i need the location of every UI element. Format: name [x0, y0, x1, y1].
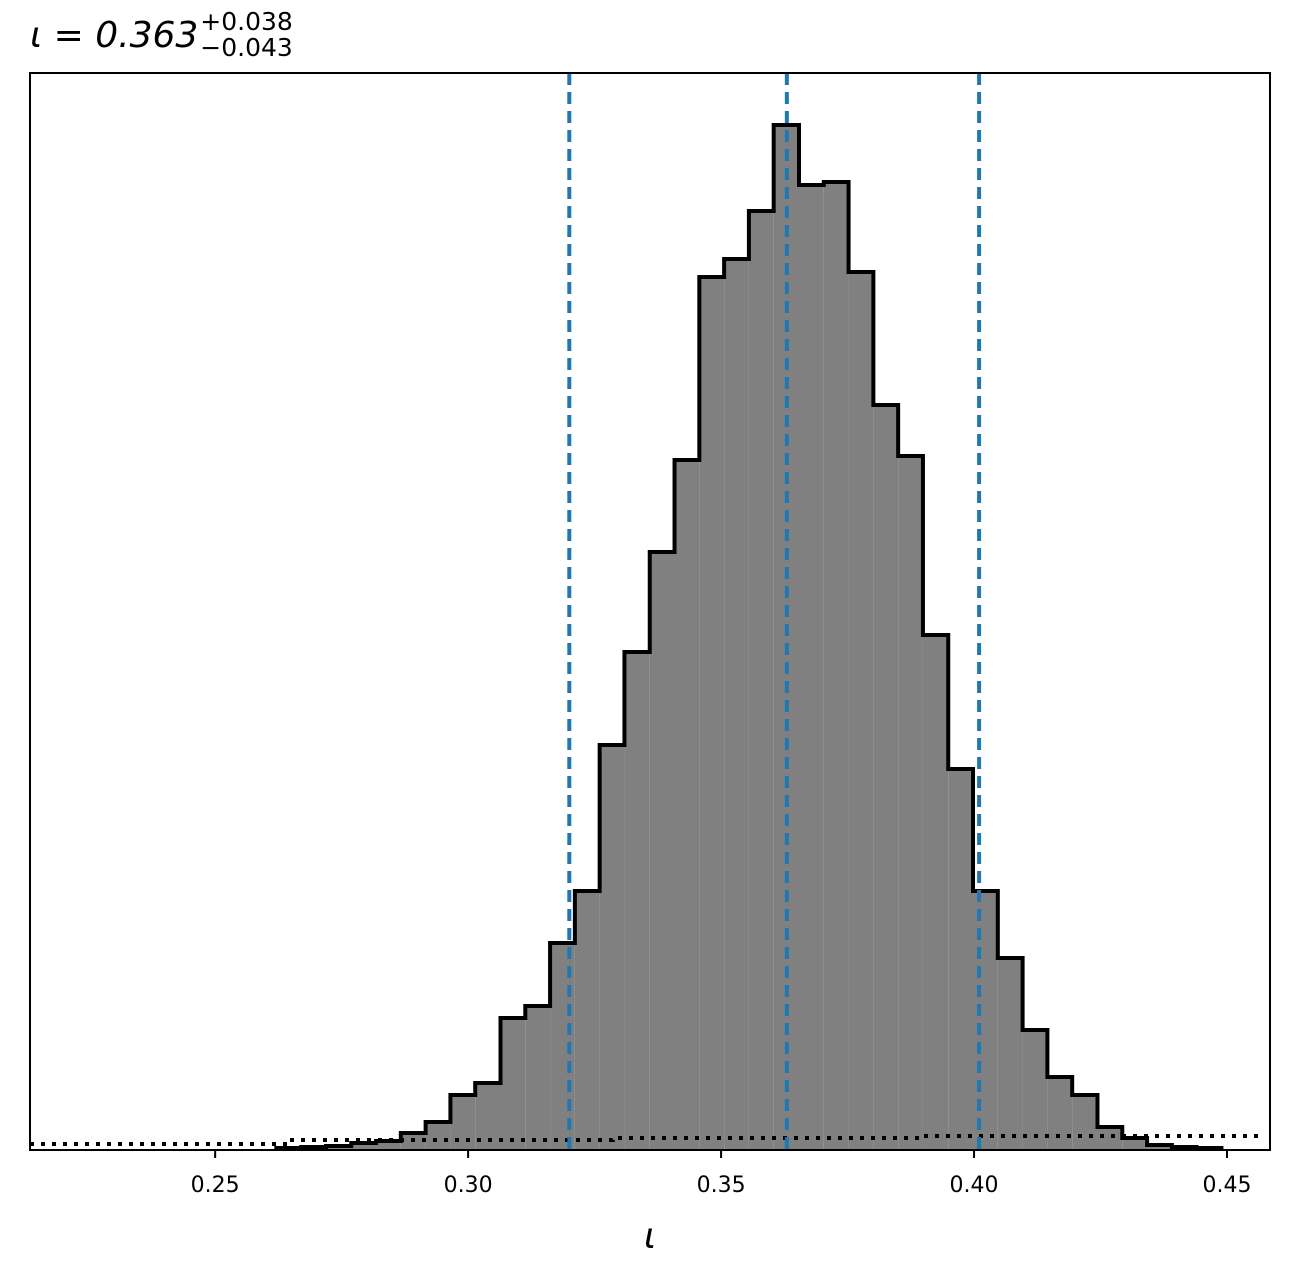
- bar: [351, 1143, 377, 1150]
- x-tick-label: 0.25: [191, 1173, 240, 1198]
- bar: [699, 277, 725, 1150]
- bar: [599, 745, 625, 1150]
- bar: [973, 891, 998, 1150]
- bar: [773, 125, 799, 1150]
- bar: [873, 405, 899, 1150]
- bar: [674, 460, 700, 1150]
- bar: [624, 652, 650, 1150]
- x-axis-label: ι: [644, 1216, 656, 1257]
- bar: [898, 456, 923, 1150]
- bar: [748, 211, 774, 1150]
- bar: [525, 1006, 551, 1150]
- x-tick-label: 0.45: [1203, 1173, 1252, 1198]
- bar: [500, 1018, 526, 1150]
- bar: [848, 272, 874, 1150]
- bar: [1047, 1077, 1073, 1150]
- bar: [1097, 1127, 1123, 1150]
- bar: [425, 1122, 451, 1150]
- bar: [649, 552, 675, 1150]
- bar: [1147, 1145, 1172, 1150]
- x-tick-label: 0.30: [444, 1173, 493, 1198]
- axes-frame: [29, 72, 1271, 1151]
- bar: [948, 769, 974, 1150]
- chart-title: ι = 0.363: [30, 15, 198, 56]
- bar: [574, 891, 600, 1150]
- bar: [376, 1141, 401, 1150]
- prior-line: [30, 1134, 1265, 1146]
- title-sup: +0.038: [200, 7, 293, 36]
- bar: [922, 635, 949, 1150]
- histogram-outline: [274, 123, 1224, 1150]
- bar: [724, 259, 749, 1150]
- title-main: ι = 0.363: [30, 15, 198, 56]
- bar: [1022, 1030, 1048, 1150]
- x-tick-label: 0.40: [950, 1173, 999, 1198]
- bar: [997, 958, 1023, 1150]
- x-tick-label: 0.35: [697, 1173, 746, 1198]
- bar: [1122, 1138, 1148, 1150]
- bar: [798, 185, 824, 1150]
- bar: [450, 1095, 476, 1150]
- title-sub: −0.043: [200, 33, 293, 62]
- bar: [823, 182, 849, 1150]
- bar: [1072, 1095, 1098, 1150]
